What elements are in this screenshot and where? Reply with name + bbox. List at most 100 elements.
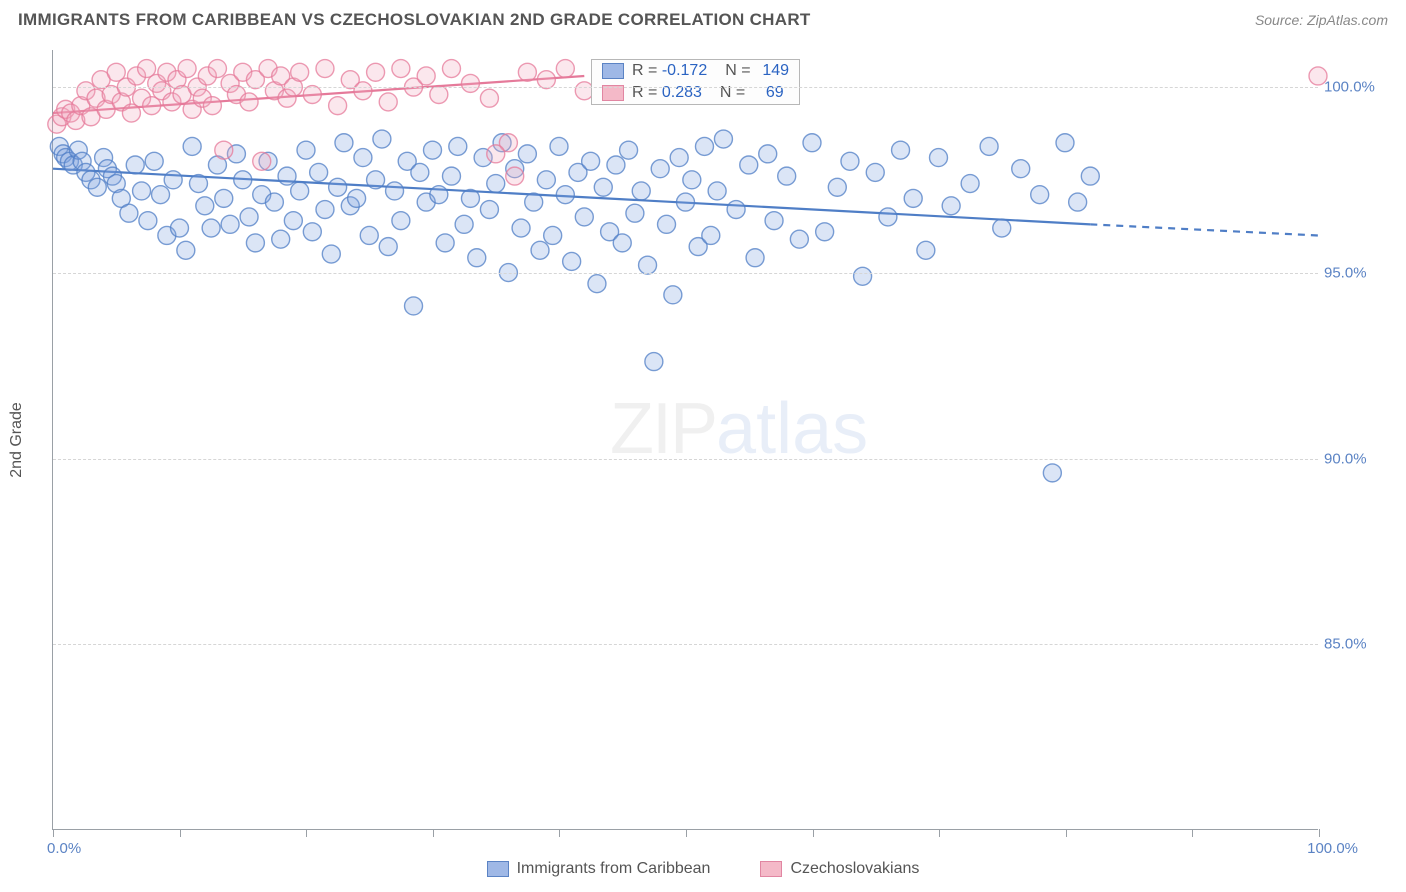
scatter-point-caribbean [177,241,195,259]
scatter-point-caribbean [930,149,948,167]
scatter-point-caribbean [677,193,695,211]
scatter-point-czech [556,60,574,78]
scatter-point-caribbean [436,234,454,252]
scatter-point-czech [487,145,505,163]
scatter-point-caribbean [816,223,834,241]
scatter-point-caribbean [879,208,897,226]
x-axis-max-label: 100.0% [1307,840,1358,857]
scatter-point-caribbean [405,297,423,315]
scatter-point-caribbean [651,160,669,178]
scatter-point-caribbean [272,230,290,248]
scatter-point-caribbean [759,145,777,163]
legend-item: Czechoslovakians [760,860,919,878]
scatter-point-caribbean [284,212,302,230]
y-axis-title: 2nd Grade [8,402,26,478]
scatter-point-caribbean [303,223,321,241]
scatter-point-caribbean [411,163,429,181]
scatter-point-caribbean [126,156,144,174]
scatter-point-czech [253,152,271,170]
scatter-point-caribbean [765,212,783,230]
scatter-point-czech [203,97,221,115]
scatter-point-caribbean [1012,160,1030,178]
scatter-point-caribbean [246,234,264,252]
scatter-point-caribbean [563,252,581,270]
scatter-point-caribbean [518,145,536,163]
legend-item: Immigrants from Caribbean [487,860,711,878]
scatter-point-caribbean [310,163,328,181]
scatter-point-caribbean [695,137,713,155]
scatter-point-caribbean [588,275,606,293]
chart-title: IMMIGRANTS FROM CARIBBEAN VS CZECHOSLOVA… [18,10,811,30]
scatter-point-caribbean [316,201,334,219]
scatter-point-caribbean [221,215,239,233]
gridline [53,87,1318,88]
scatter-point-caribbean [626,204,644,222]
scatter-point-caribbean [575,208,593,226]
scatter-point-czech [417,67,435,85]
scatter-point-caribbean [961,175,979,193]
scatter-point-caribbean [354,149,372,167]
scatter-point-czech [461,74,479,92]
source-attribution: Source: ZipAtlas.com [1255,12,1388,28]
y-tick-label: 100.0% [1324,79,1396,96]
scatter-point-caribbean [234,171,252,189]
scatter-point-caribbean [329,178,347,196]
scatter-point-caribbean [841,152,859,170]
stats-row: R = -0.172 N = 149 [592,60,799,82]
scatter-point-czech [392,60,410,78]
scatter-point-caribbean [360,226,378,244]
scatter-point-caribbean [322,245,340,263]
scatter-point-caribbean [702,226,720,244]
x-tick [1192,829,1193,837]
scatter-point-caribbean [993,219,1011,237]
x-tick [1066,829,1067,837]
stats-row: R = 0.283N = 69 [592,82,799,104]
scatter-point-czech [367,63,385,81]
x-tick [559,829,560,837]
stats-n: N = 149 [725,62,789,80]
scatter-point-caribbean [892,141,910,159]
x-axis-min-label: 0.0% [47,840,81,857]
scatter-point-caribbean [803,134,821,152]
scatter-point-czech [329,97,347,115]
scatter-point-caribbean [828,178,846,196]
scatter-point-caribbean [1081,167,1099,185]
scatter-point-caribbean [917,241,935,259]
scatter-point-czech [303,86,321,104]
scatter-point-caribbean [1043,464,1061,482]
x-tick [306,829,307,837]
scatter-point-caribbean [183,137,201,155]
plot-area: 2nd Grade ZIPatlas R = -0.172N = 149R = … [52,50,1318,830]
scatter-point-caribbean [461,189,479,207]
scatter-point-caribbean [487,175,505,193]
scatter-point-caribbean [291,182,309,200]
scatter-point-caribbean [645,353,663,371]
scatter-point-caribbean [278,167,296,185]
scatter-point-czech [291,63,309,81]
scatter-point-czech [430,86,448,104]
scatter-point-czech [215,141,233,159]
scatter-point-caribbean [367,171,385,189]
scatter-point-caribbean [683,171,701,189]
x-tick [939,829,940,837]
scatter-point-caribbean [746,249,764,267]
scatter-point-caribbean [430,186,448,204]
scatter-point-caribbean [620,141,638,159]
scatter-point-caribbean [639,256,657,274]
y-tick-label: 90.0% [1324,450,1396,467]
scatter-point-caribbean [942,197,960,215]
scatter-point-caribbean [582,152,600,170]
scatter-point-caribbean [714,130,732,148]
x-tick [686,829,687,837]
scatter-point-caribbean [708,182,726,200]
legend: Immigrants from Caribbean Czechoslovakian… [0,860,1406,878]
scatter-point-czech [506,167,524,185]
stats-r: R = -0.172 [632,62,707,80]
scatter-point-caribbean [379,238,397,256]
scatter-point-caribbean [778,167,796,185]
scatter-point-caribbean [727,201,745,219]
scatter-point-caribbean [373,130,391,148]
legend-label: Immigrants from Caribbean [517,860,711,878]
scatter-point-caribbean [88,178,106,196]
scatter-point-caribbean [133,182,151,200]
